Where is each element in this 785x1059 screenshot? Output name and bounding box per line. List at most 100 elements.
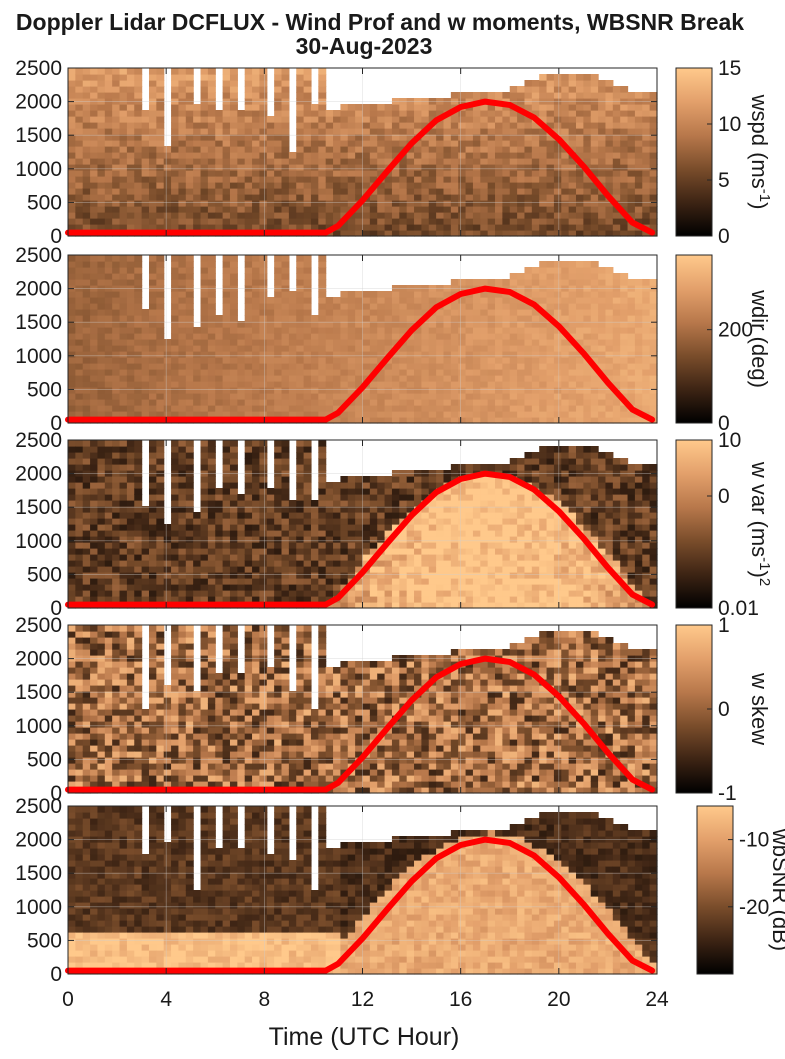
heatmap-cell bbox=[148, 399, 157, 406]
heatmap-cell bbox=[642, 405, 651, 412]
heatmap-cell bbox=[296, 452, 305, 459]
heatmap-cell bbox=[384, 128, 393, 135]
heatmap-cell bbox=[355, 399, 364, 406]
heatmap-cell bbox=[126, 333, 135, 340]
heatmap-cell bbox=[590, 315, 599, 322]
heatmap-cell bbox=[281, 261, 290, 268]
heatmap-cell bbox=[384, 345, 393, 352]
heatmap-cell bbox=[553, 86, 562, 93]
heatmap-cell bbox=[178, 218, 187, 225]
heatmap-cell bbox=[355, 309, 364, 316]
heatmap-cell bbox=[605, 327, 614, 334]
heatmap-cell bbox=[495, 291, 503, 298]
heatmap-cell bbox=[82, 158, 91, 165]
heatmap-cell bbox=[200, 164, 209, 171]
heatmap-cell bbox=[75, 74, 84, 81]
heatmap-cell bbox=[288, 291, 297, 298]
heatmap-cell bbox=[222, 446, 231, 453]
heatmap-cell bbox=[82, 488, 91, 495]
heatmap-cell bbox=[75, 411, 84, 418]
heatmap-cell bbox=[634, 164, 643, 171]
heatmap-cell bbox=[90, 363, 99, 370]
heatmap-cell bbox=[207, 578, 216, 585]
heatmap-cell bbox=[531, 369, 540, 376]
heatmap-cell bbox=[200, 333, 209, 340]
heatmap-cell bbox=[75, 218, 84, 225]
heatmap-cell bbox=[126, 530, 135, 537]
heatmap-cell bbox=[450, 170, 459, 177]
heatmap-cell bbox=[428, 393, 437, 400]
heatmap-cell bbox=[517, 212, 526, 219]
heatmap-cell bbox=[377, 351, 386, 358]
heatmap-cell bbox=[539, 321, 548, 328]
heatmap-cell bbox=[171, 170, 180, 177]
heatmap-cell bbox=[237, 200, 246, 207]
heatmap-cell bbox=[568, 303, 577, 310]
heatmap-cell bbox=[487, 405, 496, 412]
heatmap-cell bbox=[421, 363, 430, 370]
heatmap-cell bbox=[207, 566, 216, 573]
heatmap-cell bbox=[141, 566, 150, 573]
heatmap-cell bbox=[296, 345, 305, 352]
heatmap-cell bbox=[178, 158, 187, 165]
heatmap-cell bbox=[568, 230, 577, 237]
heatmap-cell bbox=[274, 86, 283, 93]
heatmap-cell bbox=[472, 393, 481, 400]
heatmap-cell bbox=[296, 566, 305, 573]
heatmap-cell bbox=[141, 218, 150, 225]
heatmap-cell bbox=[509, 194, 518, 201]
heatmap-cell bbox=[281, 291, 290, 298]
heatmap-cell bbox=[495, 224, 503, 231]
heatmap-cell bbox=[244, 224, 253, 231]
heatmap-cell bbox=[369, 152, 378, 159]
heatmap-cell bbox=[207, 458, 216, 465]
heatmap-cell bbox=[487, 297, 496, 304]
heatmap-cell bbox=[318, 590, 327, 597]
heatmap-cell bbox=[68, 315, 76, 322]
heatmap-cell bbox=[185, 176, 194, 183]
heatmap-cell bbox=[583, 303, 592, 310]
heatmap-cell bbox=[612, 212, 621, 219]
heatmap-cell bbox=[296, 512, 305, 519]
heatmap-cell bbox=[539, 206, 548, 213]
heatmap-cell bbox=[612, 315, 621, 322]
heatmap-cell bbox=[274, 596, 283, 603]
heatmap-cell bbox=[141, 548, 150, 555]
heatmap-cell bbox=[222, 285, 231, 292]
heatmap-cell bbox=[171, 321, 180, 328]
heatmap-cell bbox=[443, 122, 452, 129]
heatmap-cell bbox=[126, 524, 135, 531]
heatmap-cell bbox=[252, 518, 261, 525]
heatmap-cell bbox=[355, 339, 364, 346]
heatmap-cell bbox=[193, 152, 202, 159]
heatmap-cell bbox=[649, 399, 658, 406]
heatmap-cell bbox=[252, 339, 261, 346]
heatmap-cell bbox=[171, 176, 180, 183]
heatmap-cell bbox=[502, 417, 511, 424]
heatmap-cell bbox=[517, 128, 526, 135]
heatmap-cell bbox=[443, 158, 452, 165]
heatmap-cell bbox=[134, 405, 143, 412]
heatmap-cell bbox=[215, 375, 224, 382]
heatmap-cell bbox=[347, 224, 356, 231]
heatmap-cell bbox=[480, 164, 489, 171]
heatmap-cell bbox=[634, 285, 643, 292]
heatmap-cell bbox=[340, 291, 349, 298]
heatmap-cell bbox=[75, 255, 84, 262]
heatmap-cell bbox=[553, 140, 562, 147]
heatmap-cell bbox=[148, 297, 157, 304]
heatmap-cell bbox=[75, 494, 84, 501]
heatmap-cell bbox=[90, 482, 99, 489]
heatmap-cell bbox=[229, 470, 238, 477]
heatmap-cell bbox=[539, 164, 548, 171]
heatmap-cell bbox=[384, 399, 393, 406]
heatmap-cell bbox=[126, 182, 135, 189]
heatmap-cell bbox=[178, 188, 187, 195]
heatmap-cell bbox=[495, 104, 503, 111]
heatmap-cell bbox=[318, 345, 327, 352]
heatmap-cell bbox=[524, 218, 533, 225]
heatmap-cell bbox=[347, 411, 356, 418]
heatmap-cell bbox=[436, 321, 445, 328]
heatmap-cell bbox=[296, 176, 305, 183]
